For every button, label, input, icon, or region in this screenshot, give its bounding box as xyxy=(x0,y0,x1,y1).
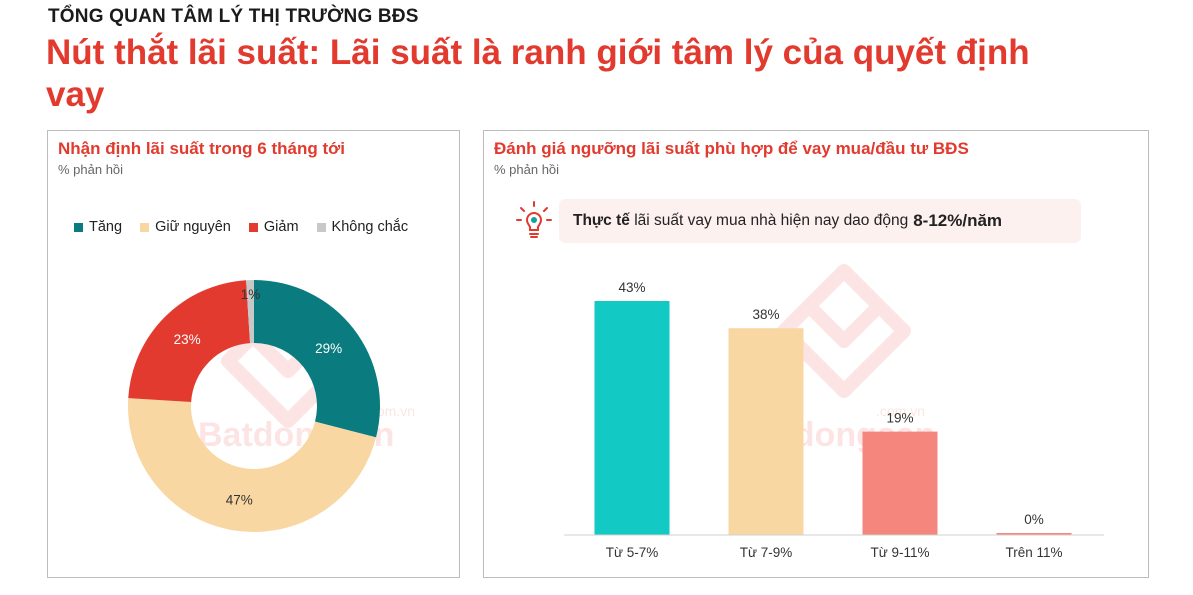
bar-chart: 43% Từ 5-7% 38% Từ 7-9% 19% Từ 9-11% 0% Trên 11… xyxy=(564,280,1104,560)
callout-highlight: 8-12%/năm xyxy=(913,211,1003,230)
callout-lead: Thực tế xyxy=(573,212,630,229)
page-headline: Nút thắt lãi suất: Lãi suất là ranh giới… xyxy=(46,33,1030,114)
bar-data-label: 0% xyxy=(1024,512,1044,527)
donut-chart: 29% 47% 23% 1% xyxy=(127,280,380,533)
donut-chart-subtitle: % phản hồi xyxy=(58,162,124,177)
donut-data-label: 29% xyxy=(315,341,342,356)
x-tick-label: Trên 11% xyxy=(1005,545,1062,560)
donut-slice xyxy=(254,280,380,438)
legend-swatch xyxy=(74,222,83,232)
kicker-title: TỔNG QUAN TÂM LÝ THỊ TRƯỜNG BĐS xyxy=(48,6,419,27)
legend-label: Giảm xyxy=(263,219,299,235)
bar xyxy=(728,328,804,535)
legend-swatch xyxy=(316,222,326,232)
donut-data-label: 47% xyxy=(226,492,253,507)
bar-chart-title: Đánh giá ngưỡng lãi suất phù hợp để vay … xyxy=(494,139,969,158)
legend-swatch xyxy=(140,222,150,232)
legend-item: Tăng xyxy=(74,219,122,235)
donut-legend: Tăng Giữ nguyên Giảm Không chắc xyxy=(74,219,408,235)
donut-chart-panel: Batdongsan .com.vn Nhận định lãi suất tr… xyxy=(47,130,460,578)
bar-chart-panel: Batdongsan .com.vn Đánh giá ngưỡng lãi s… xyxy=(483,130,1149,578)
interest-rate-callout: Thực tế lãi suất vay mua nhà hiện nay da… xyxy=(559,199,1081,243)
donut-data-label: 23% xyxy=(174,332,201,347)
bar-chart-subtitle: % phản hồi xyxy=(494,162,560,177)
donut-slice xyxy=(246,280,254,344)
donut-slice xyxy=(127,398,377,533)
lightbulb-icon xyxy=(516,201,552,238)
watermark-domain: .com.vn xyxy=(876,403,925,419)
donut-chart-title: Nhận định lãi suất trong 6 tháng tới xyxy=(58,139,345,158)
x-tick-label: Từ 9-11% xyxy=(870,545,929,560)
legend-label: Không chắc xyxy=(331,219,409,235)
legend-item: Không chắc xyxy=(316,219,409,235)
bar xyxy=(996,533,1072,535)
bar-data-label: 19% xyxy=(886,411,913,426)
legend-swatch xyxy=(248,222,258,232)
donut-slice xyxy=(128,280,251,403)
bar-data-label: 38% xyxy=(752,307,779,322)
x-tick-label: Từ 7-9% xyxy=(740,545,793,560)
callout-text: lãi suất vay mua nhà hiện nay dao động xyxy=(634,212,909,229)
legend-label: Tăng xyxy=(89,219,123,235)
donut-data-label: 1% xyxy=(241,287,261,302)
bar xyxy=(862,431,938,535)
legend-item: Giảm xyxy=(248,219,299,235)
bar-data-label: 43% xyxy=(618,280,645,295)
legend-label: Giữ nguyên xyxy=(155,219,231,235)
legend-item: Giữ nguyên xyxy=(140,219,231,235)
bar xyxy=(594,301,670,535)
x-tick-label: Từ 5-7% xyxy=(606,545,659,560)
